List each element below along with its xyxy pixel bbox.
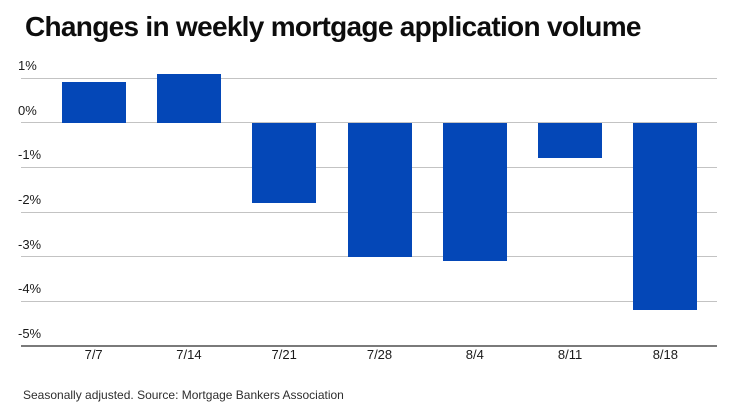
bar-7/21 xyxy=(252,122,317,204)
x-axis-line xyxy=(21,345,717,347)
bar-8/4 xyxy=(442,122,507,262)
x-tick-label-8/18: 8/18 xyxy=(652,347,678,362)
y-tick-label-0%: 0% xyxy=(18,102,37,118)
bar-8/11 xyxy=(538,122,603,159)
x-tick-label-7/14: 7/14 xyxy=(176,347,202,362)
y-tick-label--1%: -1% xyxy=(18,147,42,163)
gridline--4% xyxy=(21,300,717,302)
gridline-1% xyxy=(21,77,717,79)
x-tick-label-8/4: 8/4 xyxy=(465,347,484,362)
y-tick-label--3%: -3% xyxy=(18,236,42,252)
x-tick-label-7/7: 7/7 xyxy=(84,347,103,362)
gridline--3% xyxy=(21,256,717,258)
y-tick-label-1%: 1% xyxy=(18,58,37,73)
source-note: Seasonally adjusted. Source: Mortgage Ba… xyxy=(23,388,344,402)
chart-title: Changes in weekly mortgage application v… xyxy=(25,11,641,42)
y-tick-label--5%: -5% xyxy=(18,326,42,341)
bar-8/18 xyxy=(633,122,698,311)
bar-7/7 xyxy=(61,82,126,123)
x-tick-label-8/11: 8/11 xyxy=(557,347,583,362)
bar-7/14 xyxy=(156,73,221,123)
bar-7/28 xyxy=(347,122,412,257)
y-tick-label--4%: -4% xyxy=(18,281,42,297)
x-tick-label-7/28: 7/28 xyxy=(366,347,393,362)
y-tick-label--2%: -2% xyxy=(18,192,42,207)
x-tick-label-7/21: 7/21 xyxy=(271,347,297,362)
